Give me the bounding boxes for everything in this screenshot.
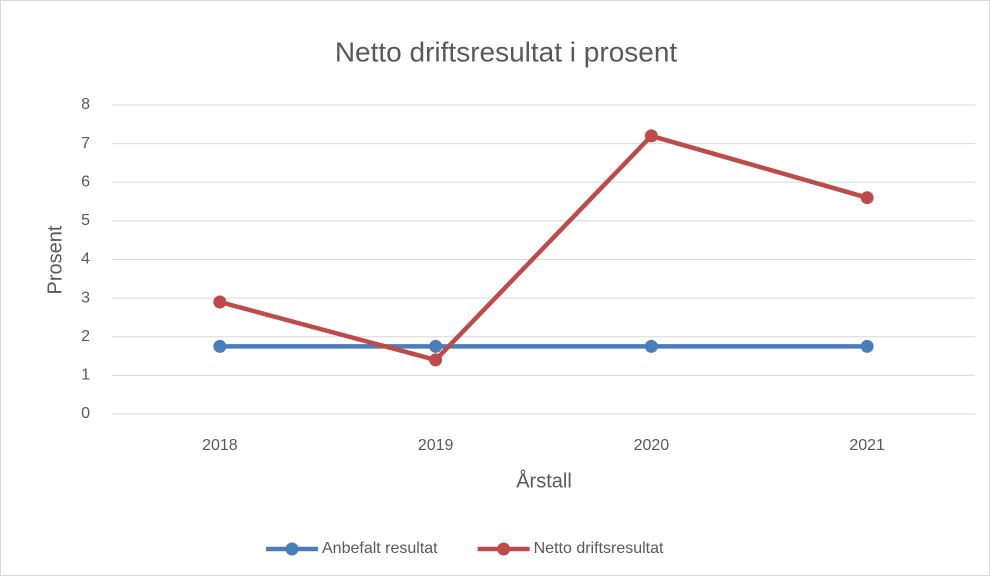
y-axis-label: Prosent [44,225,66,294]
y-tick-label: 3 [81,289,90,306]
data-point [213,339,227,353]
x-axis-label: Årstall [516,469,572,492]
data-point [644,339,658,353]
legend-marker [285,542,299,556]
data-point [860,191,874,205]
legend-label: Anbefalt resultat [322,540,438,557]
y-tick-label: 8 [81,96,90,113]
data-point [429,353,443,367]
data-point [860,339,874,353]
chart-title: Netto driftsresultat i prosent [335,36,678,67]
y-tick-label: 5 [81,212,90,229]
series-line [219,133,868,363]
data-point [644,129,658,143]
legend-label: Netto driftsresultat [534,540,664,557]
y-tick-label: 7 [81,135,90,152]
legend-marker [497,542,511,556]
x-tick-label: 2021 [849,437,885,454]
x-tick-label: 2018 [202,437,238,454]
x-tick-label: 2019 [418,437,454,454]
y-tick-label: 6 [81,173,90,190]
y-tick-label: 0 [81,405,90,422]
x-tick-label: 2020 [634,437,670,454]
y-tick-label: 4 [81,251,90,268]
data-point [429,339,443,353]
y-tick-label: 2 [81,328,90,345]
data-point [213,295,227,309]
y-tick-label: 1 [81,367,90,384]
